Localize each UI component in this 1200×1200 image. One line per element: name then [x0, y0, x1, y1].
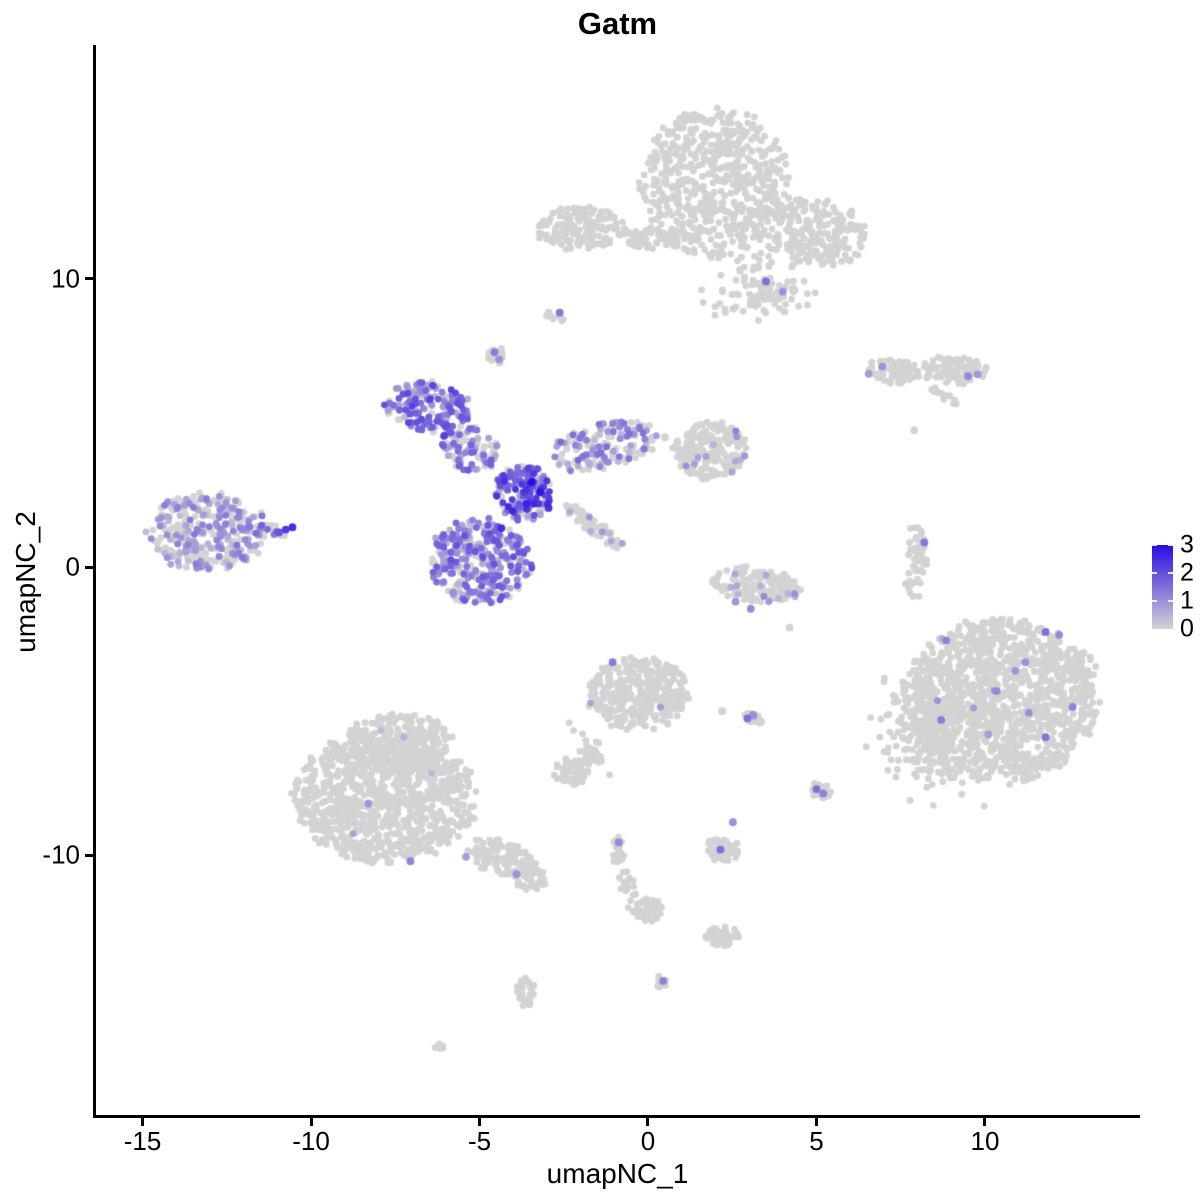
colorbar-notch: [1168, 572, 1173, 574]
colorbar-notch: [1152, 572, 1157, 574]
colorbar-notch: [1152, 600, 1157, 602]
x-tick-mark: [141, 1118, 144, 1126]
y-tick-mark: [85, 277, 93, 281]
colorbar-notch: [1168, 600, 1173, 602]
x-tick-mark: [814, 1118, 818, 1126]
y-tick-label: 0: [65, 551, 80, 582]
x-tick-mark: [646, 1118, 650, 1126]
y-tick-mark: [85, 565, 93, 569]
x-tick-label: 10: [970, 1126, 1000, 1156]
x-tick-mark: [478, 1118, 481, 1126]
x-axis-title: umapNC_1: [546, 1158, 689, 1189]
y-axis-title: umapNC_2: [10, 511, 41, 653]
plot-title: Gatm: [577, 6, 658, 41]
x-axis-line: [93, 1115, 1140, 1118]
colorbar-notch: [1152, 544, 1157, 546]
x-tick-label: 0: [640, 1126, 656, 1156]
y-tick-label: -10: [42, 839, 80, 870]
colorbar-tick-label: 0: [1180, 614, 1194, 643]
y-tick-mark: [85, 853, 93, 857]
colorbar-tick-label: 2: [1180, 558, 1194, 587]
expression-colorbar: [1152, 545, 1173, 629]
x-tick-label: -5: [467, 1126, 492, 1156]
colorbar-tick-label: 3: [1180, 530, 1194, 559]
x-tick-mark: [983, 1118, 987, 1126]
y-axis-line: [93, 45, 96, 1118]
x-tick-label: -15: [123, 1126, 162, 1156]
umap-scatter-canvas: [95, 45, 1140, 1115]
x-tick-label: 5: [809, 1126, 824, 1156]
x-tick-mark: [309, 1118, 313, 1126]
colorbar-notch: [1168, 544, 1173, 546]
colorbar-tick-label: 1: [1180, 586, 1194, 615]
y-tick-label: 10: [51, 263, 80, 294]
x-tick-label: -10: [292, 1126, 330, 1156]
